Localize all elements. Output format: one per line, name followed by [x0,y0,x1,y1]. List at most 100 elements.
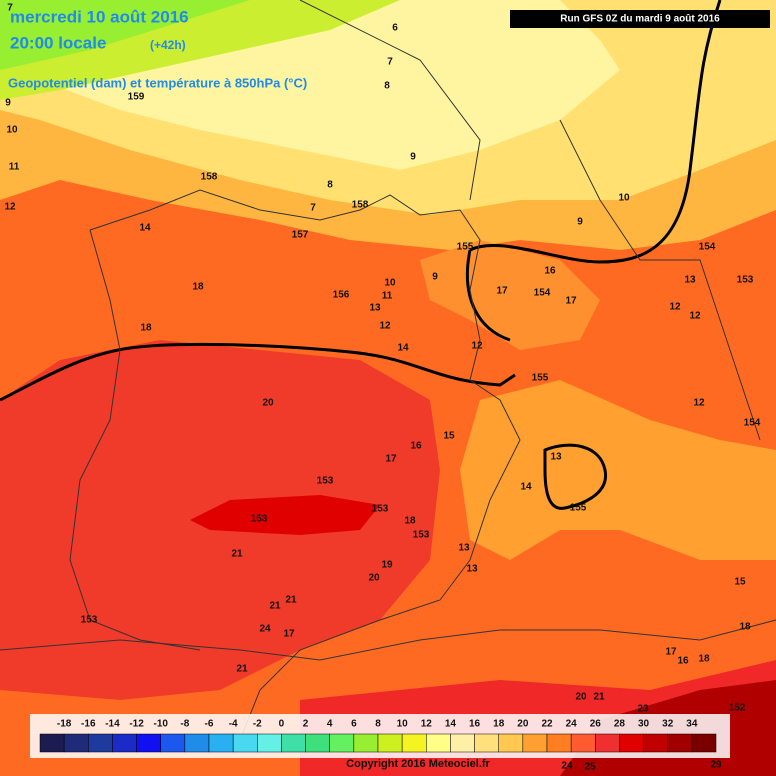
subtitle: Geopotentiel (dam) et température à 850h… [8,75,307,90]
colorbar-label: -8 [180,719,189,730]
contour-label: 9 [577,217,583,228]
colorbar-swatch [474,733,499,753]
contour-label: 11 [9,162,20,173]
contour-label: 153 [251,514,268,525]
colorbar-label: 2 [303,719,309,730]
contour-label: 17 [565,296,577,307]
contour-label: 19 [381,560,393,571]
colorbar-swatch [643,733,668,753]
contour-label: 8 [327,180,333,191]
contour-label: 10 [618,193,630,204]
contour-label: 155 [457,242,474,253]
colorbar-label: 34 [686,719,698,730]
contour-label: 8 [384,81,390,92]
colorbar-label: 12 [421,719,433,730]
colorbar-label: 10 [397,719,409,730]
time: 20:00 locale [10,33,106,52]
contour-label: 12 [693,398,705,409]
contour [465,249,511,342]
colorbar-swatch [112,733,137,753]
colorbar-swatch [498,733,524,753]
contour-label: 12 [471,341,483,352]
colorbar-label: 20 [517,719,529,730]
contour-label: 10 [384,278,396,289]
contour-label: 13 [369,303,381,314]
copyright: Copyright 2016 Meteociel.fr [346,758,490,770]
coast-africa [0,619,776,661]
colorbar-label: -12 [129,719,144,730]
contour-label: 13 [466,564,478,575]
colorbar-label: 14 [445,719,457,730]
colorbar-swatch [595,733,620,753]
contour-label: 153 [737,275,754,286]
contour [0,342,516,402]
colorbar-label: -6 [205,719,214,730]
contour-label: 25 [584,762,596,773]
contour-label: 7 [387,57,393,68]
contour-label: 154 [744,418,761,429]
contour-label: 18 [404,516,416,527]
colorbar-swatch [570,733,596,753]
colorbar: -18 -16 -14 -12 -10 -8 -6 -4 -2 0 2 4 6 8 10 12 14 16 18 20… [30,714,730,758]
contour-label: 20 [262,398,274,409]
contour-label: 158 [201,172,218,183]
zone-green-dark [0,0,250,70]
contour-label: 152 [729,703,746,714]
colorbar-swatch [160,733,186,753]
colorbar-swatch [450,733,475,753]
contour [469,0,722,264]
contour-label: 155 [532,373,549,384]
colorbar-swatch [208,733,234,753]
contour-label: 18 [698,654,710,665]
colorbar-swatch [305,733,330,753]
colorbar-label: -14 [105,719,120,730]
contour-label: 13 [458,543,470,554]
contour-label: 15 [443,431,455,442]
zone-med [460,380,776,560]
contour-label: 18 [140,323,152,334]
border [299,0,481,201]
contour-label: 153 [372,504,389,515]
zone-center [420,240,600,350]
contour-label: 157 [292,230,309,241]
contour-label: 12 [689,311,701,322]
contour-label: 11 [382,291,393,302]
colorbar-label: -18 [57,719,72,730]
contour-label: 10 [6,125,18,136]
colorbar-swatch [377,733,403,753]
contour-label: 21 [236,664,248,675]
contour-label: 158 [352,200,369,211]
contour-label: 9 [5,98,11,109]
colorbar-swatch [184,733,210,753]
contour-label: 13 [684,275,696,286]
colorbar-swatch [401,733,427,753]
contour-label: 154 [534,288,551,299]
colorbar-swatch [136,733,161,753]
colorbar-swatch [39,733,65,753]
title: mercredi 10 août 2016 [10,7,189,26]
contour-label: 21 [593,692,605,703]
colorbar-label: 6 [351,719,357,730]
colorbar-swatch [257,733,282,753]
colorbar-label: 26 [590,719,602,730]
colorbar-swatch [63,733,89,753]
colorbar-swatch [691,733,717,753]
contour-label: 7 [7,3,13,14]
colorbar-label: 22 [541,719,553,730]
colorbar-swatch [329,733,355,753]
contour-label: 16 [410,441,422,452]
colorbar-swatch [232,733,258,753]
contour-label: 159 [128,92,145,103]
contour-label: 15 [734,577,746,588]
contour-label: 9 [432,272,438,283]
contour-label: 12 [669,302,681,313]
colorbar-label: -4 [229,719,238,730]
contour-label: 20 [575,692,587,703]
contour-label: 6 [392,23,398,34]
contour-label: 12 [379,321,391,332]
contour-label: 16 [544,266,556,277]
contour-label: 21 [231,549,243,560]
lead-time: (+42h) [150,38,186,52]
contour-label: 154 [699,242,716,253]
